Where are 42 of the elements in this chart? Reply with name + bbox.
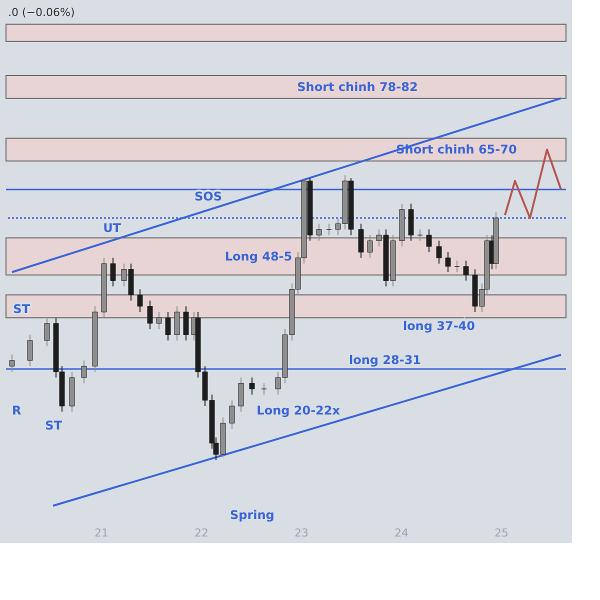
annotation: ST: [13, 302, 31, 316]
x-tick-label: 22: [194, 526, 208, 540]
annotation: SOS: [194, 190, 222, 204]
band-label: Short chinh 78-82: [297, 80, 418, 94]
band-label: Long 48-5: [224, 249, 292, 264]
annotation: long 37-40: [402, 319, 475, 334]
x-tick-label: 24: [394, 526, 408, 540]
x-tick-label: 21: [94, 526, 108, 540]
x-tick-label: 23: [294, 526, 308, 540]
x-tick-label: 25: [494, 526, 508, 540]
candlestick: [110, 257, 116, 287]
candlestick: [358, 223, 364, 258]
ref-line-label: long 28-31: [348, 352, 422, 367]
candlestick: [174, 306, 180, 341]
annotation: UT: [103, 220, 122, 235]
candlestick: [156, 312, 162, 330]
candlestick: [229, 400, 235, 430]
candlestick: [316, 223, 322, 242]
annotation: R: [12, 404, 22, 418]
candlestick: [326, 223, 332, 236]
candlestick: [238, 377, 244, 412]
candlestick: [137, 288, 143, 313]
annotation: Long 20-22x: [256, 403, 340, 418]
candlestick: [9, 354, 15, 372]
candlestick: [249, 377, 255, 396]
candlestick: [367, 234, 373, 258]
candlestick: [436, 240, 442, 264]
text: Spring: [230, 508, 274, 522]
annotation: ST: [45, 418, 63, 433]
candlestick: [81, 360, 87, 384]
candlestick: [445, 252, 451, 273]
candlestick: [147, 300, 153, 330]
candlestick: [165, 312, 171, 341]
text: .0 (−0.06%): [8, 6, 75, 19]
candlestick: [463, 260, 469, 282]
candlestick: [44, 317, 50, 347]
candlestick: [454, 260, 460, 273]
candlestick: [417, 228, 423, 242]
candlestick: [183, 306, 189, 341]
candlestick: [27, 334, 33, 367]
candlestick: [261, 382, 267, 396]
candlestick: [426, 228, 432, 253]
